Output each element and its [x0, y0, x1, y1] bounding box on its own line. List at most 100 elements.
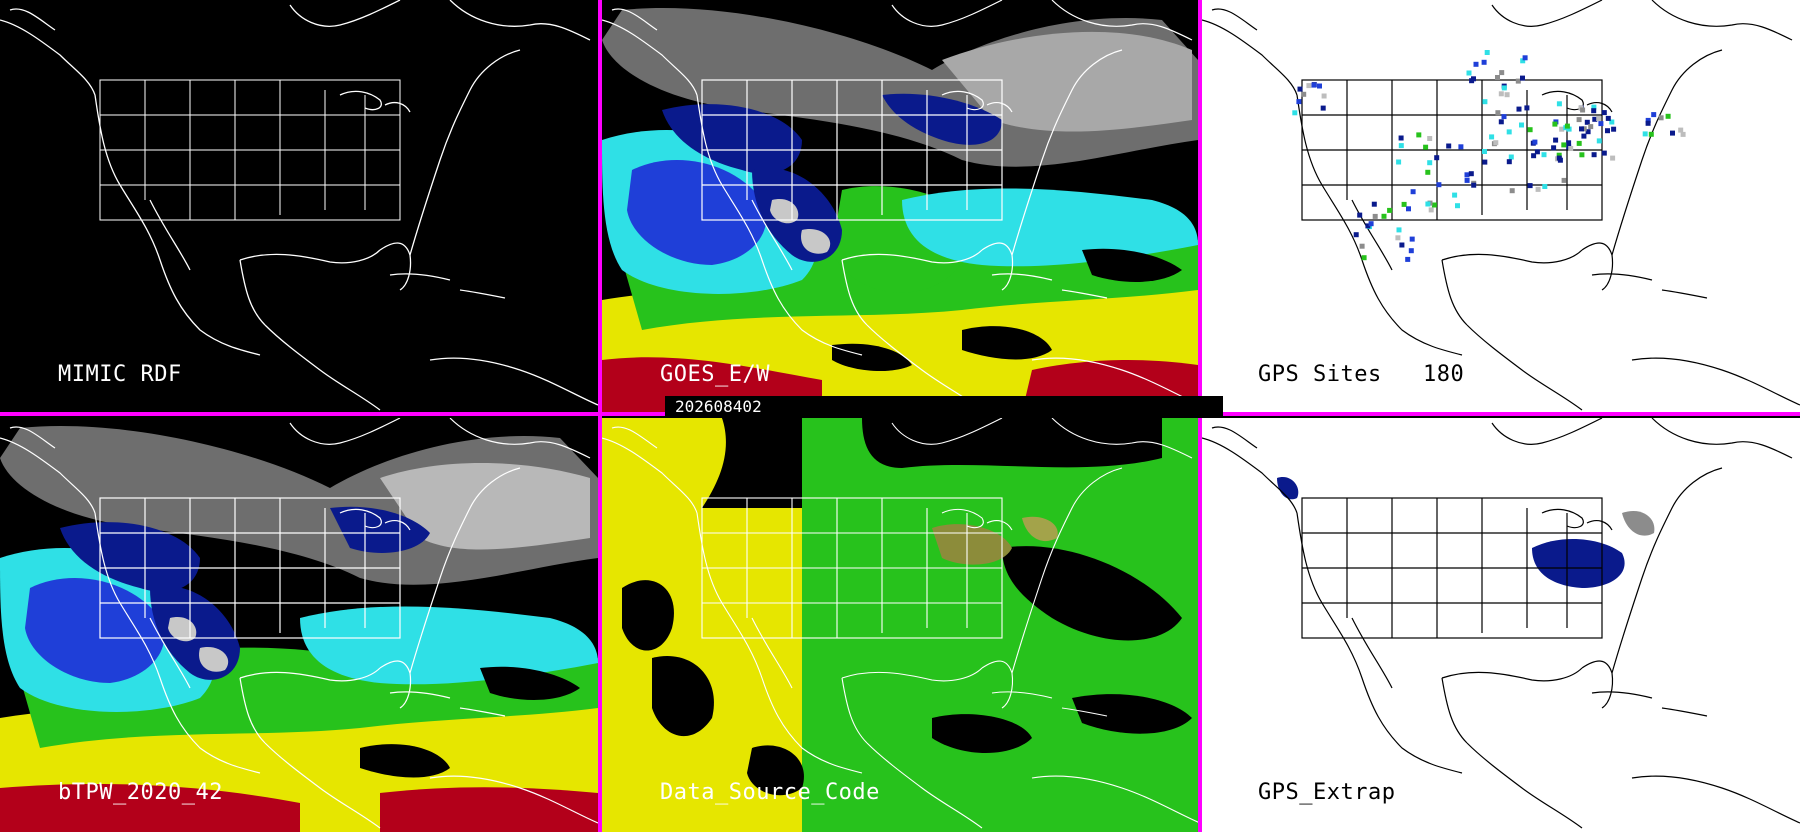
gps-site-marker — [1311, 82, 1317, 88]
gps-site-marker — [1482, 159, 1488, 165]
precipitable-water-map — [602, 0, 1198, 412]
gps-site-marker — [1670, 130, 1675, 136]
timestamp-banner: 202608402 — [665, 396, 1223, 418]
gps-site-marker — [1306, 83, 1312, 89]
gps-site-marker — [1605, 128, 1610, 134]
panel-gps-extrap: GPS_Extrap — [1202, 418, 1800, 832]
gps-site-marker — [1564, 123, 1570, 129]
gps-site-marker — [1501, 85, 1507, 91]
gps-site-marker — [1301, 91, 1307, 97]
gps-site-marker — [1581, 133, 1587, 139]
gps-site-marker — [1581, 126, 1587, 132]
gps-site-marker — [1648, 131, 1654, 137]
gps-site-marker — [1611, 126, 1617, 132]
gps-site-marker — [1452, 192, 1458, 198]
gps-site-marker — [1532, 139, 1538, 145]
gps-sites-label: GPS Sites — [1258, 362, 1382, 387]
gps-sites-count: 180 — [1422, 362, 1465, 387]
gps-site-marker — [1499, 70, 1505, 76]
gps-site-marker — [1591, 152, 1597, 158]
gps-site-marker — [1471, 182, 1477, 188]
gps-site-marker — [1527, 183, 1533, 189]
gps-site-marker — [1425, 201, 1431, 207]
gps-site-marker — [1466, 70, 1472, 76]
gps-site-marker — [1506, 159, 1512, 165]
gps-site-marker — [1561, 177, 1567, 183]
gps-site-marker — [1410, 189, 1416, 195]
gps-site-marker — [1387, 207, 1393, 213]
gps-site-marker — [1481, 59, 1487, 65]
gps-site-marker — [1504, 92, 1510, 98]
gps-site-marker — [1498, 91, 1504, 97]
gps-site-marker — [1580, 107, 1586, 113]
gps-site-marker — [1489, 134, 1495, 140]
gps-site-marker — [1431, 202, 1437, 208]
gps-site-marker — [1508, 154, 1514, 160]
panel-label: GOES_E/W — [660, 362, 770, 387]
gps-site-marker — [1556, 101, 1562, 107]
gps-site-marker — [1601, 110, 1607, 116]
gps-site-marker — [1527, 127, 1533, 133]
gps-site-marker — [1509, 188, 1515, 194]
gps-site-marker — [1553, 137, 1559, 143]
gps-site-marker — [1396, 159, 1402, 165]
gps-site-marker — [1493, 140, 1499, 146]
panel-data-source: Data_Source_Code — [602, 418, 1198, 832]
gps-site-marker — [1596, 116, 1602, 121]
panel-label: GPS_Extrap — [1258, 780, 1396, 805]
gps-site-marker — [1591, 108, 1597, 114]
gps-site-marker — [1395, 235, 1401, 241]
gps-extrap-map — [1202, 418, 1800, 829]
gps-site-marker — [1428, 207, 1434, 213]
gps-site-marker — [1353, 232, 1359, 238]
gps-site-marker — [1357, 212, 1363, 218]
gps-site-marker — [1566, 140, 1572, 146]
gps-site-marker — [1321, 93, 1327, 99]
gps-site-marker — [1409, 236, 1415, 242]
gps-site-marker — [1317, 83, 1322, 89]
gps-site-marker — [1645, 120, 1651, 126]
gps-site-marker — [1645, 117, 1651, 123]
blended-tpw-map — [0, 418, 598, 832]
gps-site-marker — [1576, 117, 1582, 123]
gps-site-marker — [1398, 135, 1404, 141]
panel-mimic-rdf: MIMIC RDF — [0, 0, 598, 412]
gps-site-marker — [1579, 152, 1585, 158]
gps-site-marker — [1579, 126, 1584, 132]
gps-site-marker — [1365, 223, 1371, 229]
gps-site-marker — [1584, 119, 1590, 125]
gps-site-marker — [1678, 127, 1684, 133]
gps-site-marker — [1381, 213, 1387, 219]
gps-site-marker — [1292, 110, 1298, 116]
divider-vertical-left — [598, 0, 602, 832]
gps-site-marker — [1520, 75, 1525, 81]
gps-site-marker — [1484, 50, 1490, 55]
gps-site-marker — [1401, 201, 1407, 207]
gps-site-marker — [1359, 243, 1365, 249]
gps-sites-map — [1202, 0, 1800, 411]
gps-site-marker — [1551, 145, 1557, 151]
gps-site-marker — [1482, 149, 1487, 154]
gps-site-marker — [1642, 131, 1648, 137]
gps-site-marker — [1405, 256, 1411, 262]
gps-site-marker — [1566, 126, 1572, 132]
gps-site-marker — [1592, 116, 1598, 122]
gps-site-marker — [1482, 99, 1488, 105]
gps-site-marker — [1515, 78, 1521, 84]
gps-site-marker — [1296, 99, 1302, 105]
panel-label: bTPW_2020_42 — [58, 780, 223, 805]
gps-site-marker — [1464, 172, 1470, 178]
gps-site-marker — [1473, 61, 1479, 67]
gps-site-marker — [1434, 155, 1440, 161]
gps-site-marker — [1464, 177, 1470, 183]
gps-site-marker — [1601, 150, 1607, 156]
gps-site-marker — [1495, 110, 1501, 116]
panel-goes-ew: GOES_E/W — [602, 0, 1198, 412]
gps-site-marker — [1524, 105, 1530, 111]
gps-site-marker — [1609, 119, 1615, 125]
panel-gps-sites: GPS Sites 180 — [1202, 0, 1800, 412]
gps-site-marker — [1557, 157, 1563, 163]
gps-site-marker — [1495, 75, 1500, 80]
gps-site-marker — [1371, 201, 1377, 207]
